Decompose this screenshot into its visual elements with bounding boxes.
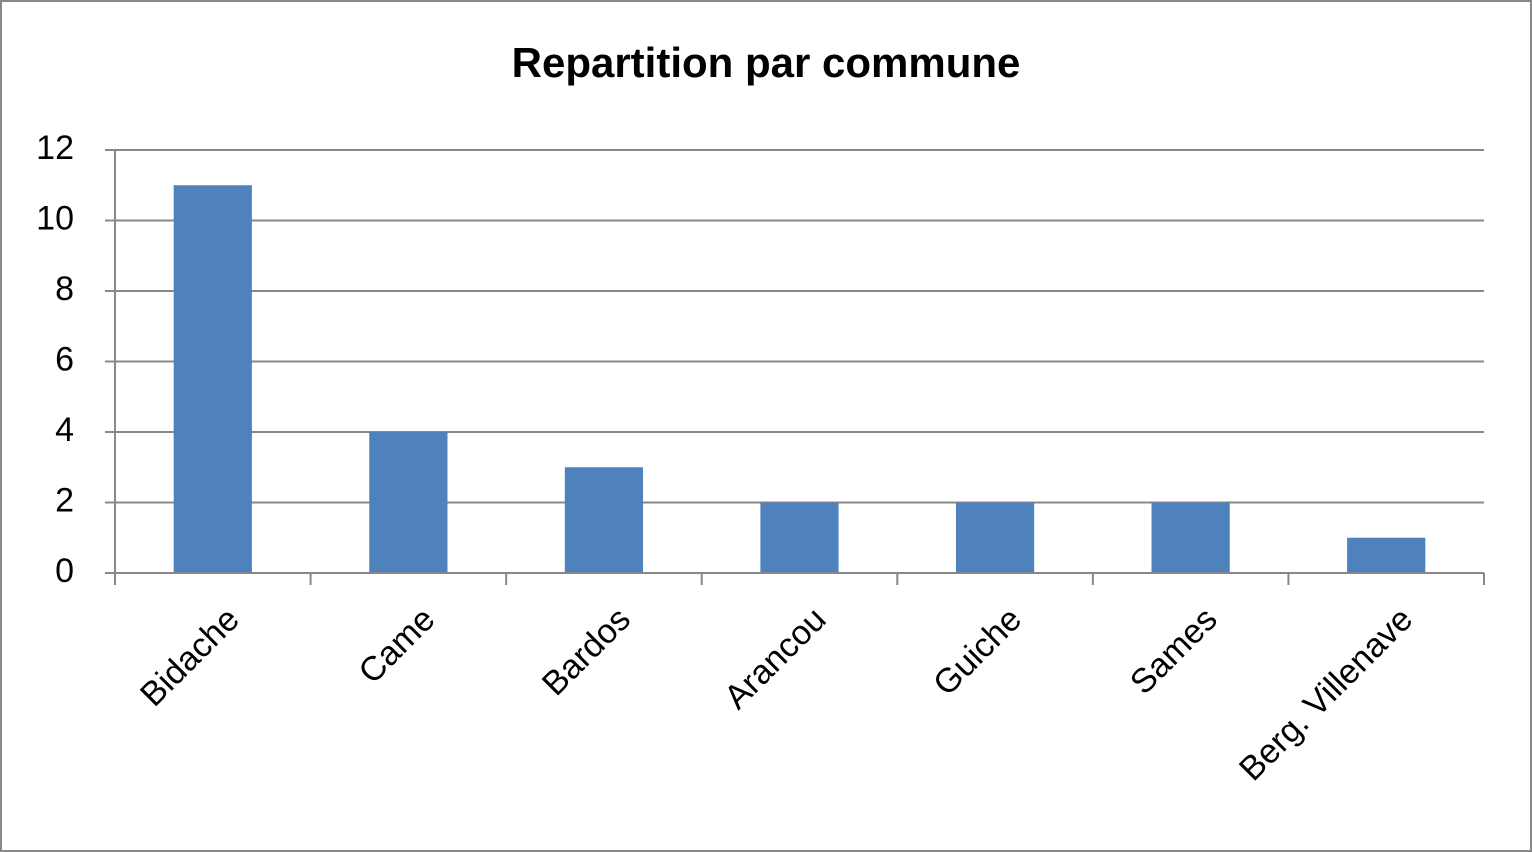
y-tick-label: 2 bbox=[55, 481, 74, 519]
bar bbox=[760, 502, 839, 573]
y-tick-label: 6 bbox=[55, 340, 74, 378]
bar bbox=[369, 432, 448, 573]
y-tick-label: 8 bbox=[55, 270, 74, 308]
y-tick-label: 10 bbox=[36, 199, 74, 237]
y-tick-label: 4 bbox=[55, 411, 74, 449]
bar bbox=[564, 467, 644, 573]
y-tick-label: 0 bbox=[55, 552, 74, 590]
y-tick-label: 12 bbox=[36, 129, 74, 167]
chart-title: Repartition par commune bbox=[512, 39, 1021, 86]
bar bbox=[1347, 537, 1426, 573]
bar bbox=[173, 185, 252, 573]
bar bbox=[1151, 502, 1230, 573]
bar bbox=[955, 502, 1035, 573]
